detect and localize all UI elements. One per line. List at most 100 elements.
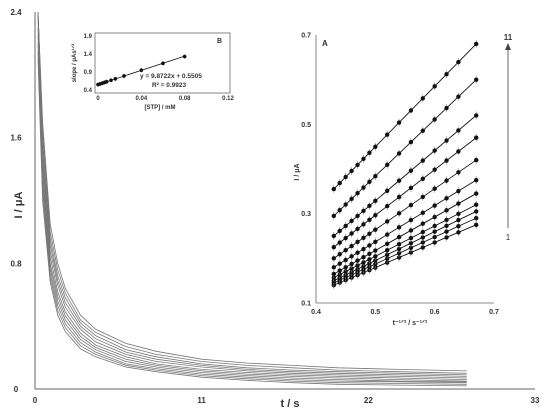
inset-a-series-5 — [331, 189, 479, 278]
inset-a-point — [444, 223, 449, 229]
inset-a-point — [474, 202, 479, 207]
inset-a-point — [349, 254, 354, 259]
inset-a-point — [408, 185, 414, 191]
inset-b-r2: R² = 0.9923 — [152, 82, 187, 89]
arrow-bottom-label: 1 — [506, 233, 511, 242]
main-curve-2 — [37, 11, 467, 374]
inset-a-point — [361, 260, 366, 265]
inset-a-point — [343, 202, 348, 207]
inset-a-point — [355, 258, 360, 263]
inset-a-point — [408, 240, 414, 246]
inset-a-series-4 — [331, 200, 479, 282]
main-curve-11 — [37, 59, 467, 387]
inset-a-point — [331, 213, 336, 219]
inset-a-point — [396, 194, 402, 200]
main-curves — [37, 11, 467, 387]
inset-a-point — [349, 168, 354, 174]
inset-a-point — [432, 229, 437, 234]
main-y-tick: 1.6 — [10, 134, 22, 143]
inset-a-point — [396, 241, 402, 247]
main-x-tick: 0 — [33, 396, 38, 405]
inset-a-point — [456, 224, 461, 229]
inset-a-point — [432, 214, 437, 220]
inset-a-point — [444, 71, 449, 77]
inset-a-point — [349, 196, 354, 202]
inset-b-point — [161, 61, 165, 66]
inset-a-point — [331, 265, 336, 270]
inset-a-label: A — [322, 39, 328, 48]
inset-a-point — [432, 186, 437, 191]
inset-a-point — [396, 178, 402, 183]
inset-a-point — [373, 239, 378, 245]
inset-a-point — [420, 221, 425, 226]
inset-a-point — [432, 234, 437, 240]
inset-b-point — [113, 77, 118, 81]
inset-a-point — [331, 271, 336, 277]
inset-a-point — [361, 235, 366, 241]
inset-a-point — [373, 213, 378, 218]
inset-a-point — [420, 96, 425, 101]
inset-a-point — [367, 261, 372, 266]
inset-a-frame — [308, 30, 503, 300]
inset-a-point — [420, 240, 425, 245]
inset-a-point — [349, 243, 354, 249]
inset-a-point — [373, 258, 378, 263]
main-curve-1 — [37, 11, 467, 372]
inset-a-point — [331, 256, 336, 261]
inset-a-series-7 — [331, 156, 479, 263]
inset-a-point — [456, 217, 461, 223]
inset-a-point — [355, 263, 360, 268]
inset-a-point — [367, 231, 372, 236]
inset-a-series — [331, 39, 479, 290]
inset-a-point — [420, 158, 425, 163]
inset-b-x-tick: 0.12 — [222, 96, 234, 102]
inset-a-series-9 — [331, 111, 479, 240]
inset-b-x-tick: 0 — [96, 96, 100, 102]
inset-b-point — [104, 79, 109, 84]
inset-a-point — [361, 222, 366, 227]
inset-a-point — [474, 177, 479, 183]
inset-a-point — [355, 190, 360, 196]
inset-a-x-tick: 0.6 — [430, 309, 440, 316]
main-curve-10 — [37, 51, 467, 385]
inset-a-point — [385, 248, 390, 253]
inset-a-point — [337, 252, 342, 257]
inset-a-point — [349, 266, 354, 271]
inset-a-point — [408, 228, 414, 233]
inset-b-point — [109, 78, 113, 83]
inset-a-point — [373, 227, 378, 232]
inset-a-y-axis-label: I / μA — [294, 163, 301, 180]
main-x-tick: 11 — [197, 396, 206, 405]
inset-a-y-tick: 0.5 — [301, 122, 311, 129]
inset-b-point — [122, 74, 126, 78]
inset-a-point — [408, 245, 414, 251]
inset-a-point — [367, 179, 372, 185]
inset-a-point — [385, 162, 390, 168]
inset-a-point — [337, 268, 342, 273]
inset-a-point — [456, 94, 461, 99]
inset-a-point — [420, 128, 425, 133]
inset-b-y-tick: 1.9 — [84, 34, 93, 40]
inset-a-point — [456, 211, 461, 217]
inset-b-y-tick: 1.4 — [84, 52, 93, 58]
inset-a-point — [343, 269, 348, 274]
inset-a-point — [396, 234, 402, 240]
inset-a-point — [420, 245, 425, 250]
inset-a-point — [361, 156, 366, 162]
inset-a-point — [367, 217, 372, 223]
inset-a-point — [343, 235, 348, 241]
inset-b: B 0 0.04 0.08 0.12 0.4 0.9 1.4 1.9 y = 9.8722x … — [71, 32, 234, 111]
inset-b-equation: y = 9.8722x + 0.5505 — [140, 73, 202, 80]
inset-a-point — [456, 59, 461, 65]
inset-a-point — [420, 194, 425, 200]
inset-a-point — [361, 255, 366, 260]
inset-a-point — [408, 235, 414, 241]
inset-a-point — [474, 135, 479, 140]
inset-a: A 0.4 0.5 0.6 0.7 0.1 0.3 0.5 0.7 I / μA t⁻¹ᐟ² … — [294, 30, 513, 327]
inset-a-point — [456, 128, 461, 133]
inset-a-point — [355, 213, 360, 219]
inset-a-point — [373, 198, 378, 204]
inset-a-point — [420, 235, 425, 240]
inset-a-point — [420, 176, 425, 181]
